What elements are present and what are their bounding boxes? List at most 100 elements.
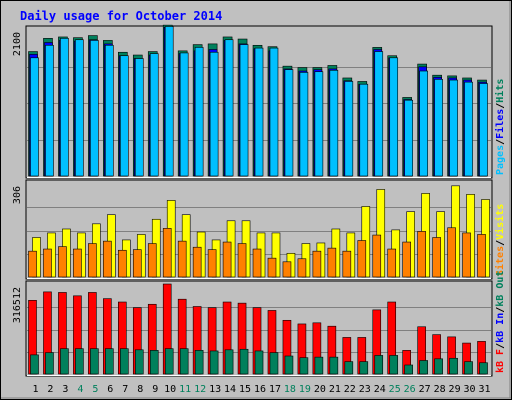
bar-kbout-day-26 [404,364,413,375]
bar-kbout-day-3 [60,348,69,375]
bar-pages-day-17 [269,47,279,177]
x-label-day-3: 3 [62,384,68,395]
bar-kbout-day-31 [479,362,488,375]
bar-pages-day-1 [30,57,39,177]
bar-sites-day-20 [312,250,322,278]
bar-kbout-day-27 [419,360,428,375]
axis-max-label: 2100 [12,32,23,56]
bar-pages-day-11 [179,52,189,177]
x-label-day-1: 1 [32,384,38,395]
bar-kbout-day-19 [299,357,309,375]
x-label-day-29: 29 [449,384,461,395]
bar-sites-day-31 [477,234,486,278]
bar-pages-day-19 [299,72,309,177]
x-axis-day-labels: 1 2 3 4 5 6 7 8 9 10 11 12 13 14 15 16 17 18 19 20 21 22 23 24 2… [32,384,490,395]
bar-sites-day-9 [147,243,157,278]
legend-visits: Visits [494,204,506,240]
bar-kbout-day-11 [179,348,189,375]
x-label-day-28: 28 [434,384,446,395]
bar-kbout-day-7 [120,348,129,375]
legend-files: Files [494,109,506,139]
x-label-day-14: 14 [224,384,236,395]
bar-pages-day-14 [224,39,234,177]
bar-sites-day-17 [267,257,277,278]
legend-separator: / [495,139,506,145]
x-label-day-20: 20 [314,384,326,395]
legend-hits: Hits [494,79,506,103]
bar-kbout-day-12 [194,350,204,375]
bar-pages-day-29 [449,79,458,177]
bar-kbout-day-24 [374,355,384,375]
x-label-day-12: 12 [194,384,206,395]
x-label-day-25: 25 [389,384,401,395]
bar-sites-day-1 [28,250,37,278]
legend-kb-in: kB In [495,313,506,343]
bar-kbout-day-28 [434,358,443,375]
bar-kbout-day-2 [45,352,54,375]
x-label-day-26: 26 [404,384,416,395]
x-label-day-9: 9 [152,384,158,395]
bar-sites-day-8 [132,249,142,278]
bar-kbout-day-15 [239,348,249,375]
bar-sites-day-30 [462,232,471,278]
bar-pages-day-10 [164,26,174,177]
bar-kbout-day-9 [149,350,159,375]
bar-pages-day-31 [479,83,488,177]
x-label-day-19: 19 [299,384,311,395]
panel-visits-sites: 306 Sites/Visits [12,179,506,280]
x-label-day-6: 6 [107,384,113,395]
legend-separator: / [495,103,506,109]
x-label-day-2: 2 [47,384,53,395]
bar-pages-day-6 [105,44,114,177]
bar-pages-day-12 [194,47,204,177]
x-label-day-24: 24 [374,384,386,395]
bar-sites-day-22 [342,250,352,278]
bar-sites-day-3 [58,246,67,278]
bar-kbout-day-1 [30,354,39,375]
bar-kbout-day-21 [329,356,339,375]
chart-panels: 2100Pages/Files/Hits306Sites/Visits31651… [12,24,506,377]
axis-max-label: 306 [12,186,23,204]
bar-kbout-day-17 [269,352,279,375]
bar-pages-day-30 [464,81,473,177]
bar-pages-day-28 [434,79,443,177]
x-label-day-15: 15 [239,384,251,395]
bar-kbout-day-14 [224,349,234,375]
bar-pages-day-23 [359,83,369,177]
legend-kb-out: kB Out [495,271,506,307]
bar-kbout-day-10 [164,348,174,375]
x-label-day-17: 17 [269,384,281,395]
bar-pages-day-8 [134,58,144,177]
chart-title: Daily usage for October 2014 [20,9,222,23]
x-label-day-21: 21 [329,384,341,395]
bar-pages-day-18 [284,69,294,177]
bar-sites-day-4 [73,248,82,278]
bar-sites-day-11 [177,240,187,278]
bar-kbout-day-4 [75,348,84,375]
bar-kbout-day-5 [90,348,99,375]
bar-pages-day-13 [209,51,219,177]
bar-sites-day-24 [372,234,382,278]
x-label-day-31: 31 [478,384,490,395]
bar-pages-day-15 [239,44,249,177]
x-label-day-11: 11 [179,384,191,395]
bar-kbout-day-13 [209,350,219,375]
bar-sites-day-23 [357,240,367,278]
bar-sites-day-18 [282,261,292,278]
legend-kb-f: kB F [495,349,506,373]
x-label-day-30: 30 [464,384,476,395]
bar-sites-day-29 [447,227,456,278]
x-label-day-13: 13 [209,384,221,395]
x-label-day-10: 10 [164,384,176,395]
bar-pages-day-21 [329,70,339,177]
bar-kbout-day-6 [105,348,114,375]
bar-pages-day-5 [90,40,99,177]
bar-sites-day-10 [162,228,172,278]
bar-sites-day-5 [88,243,97,278]
x-label-day-7: 7 [122,384,128,395]
bar-sites-day-13 [207,249,217,278]
bar-pages-day-24 [374,51,384,177]
